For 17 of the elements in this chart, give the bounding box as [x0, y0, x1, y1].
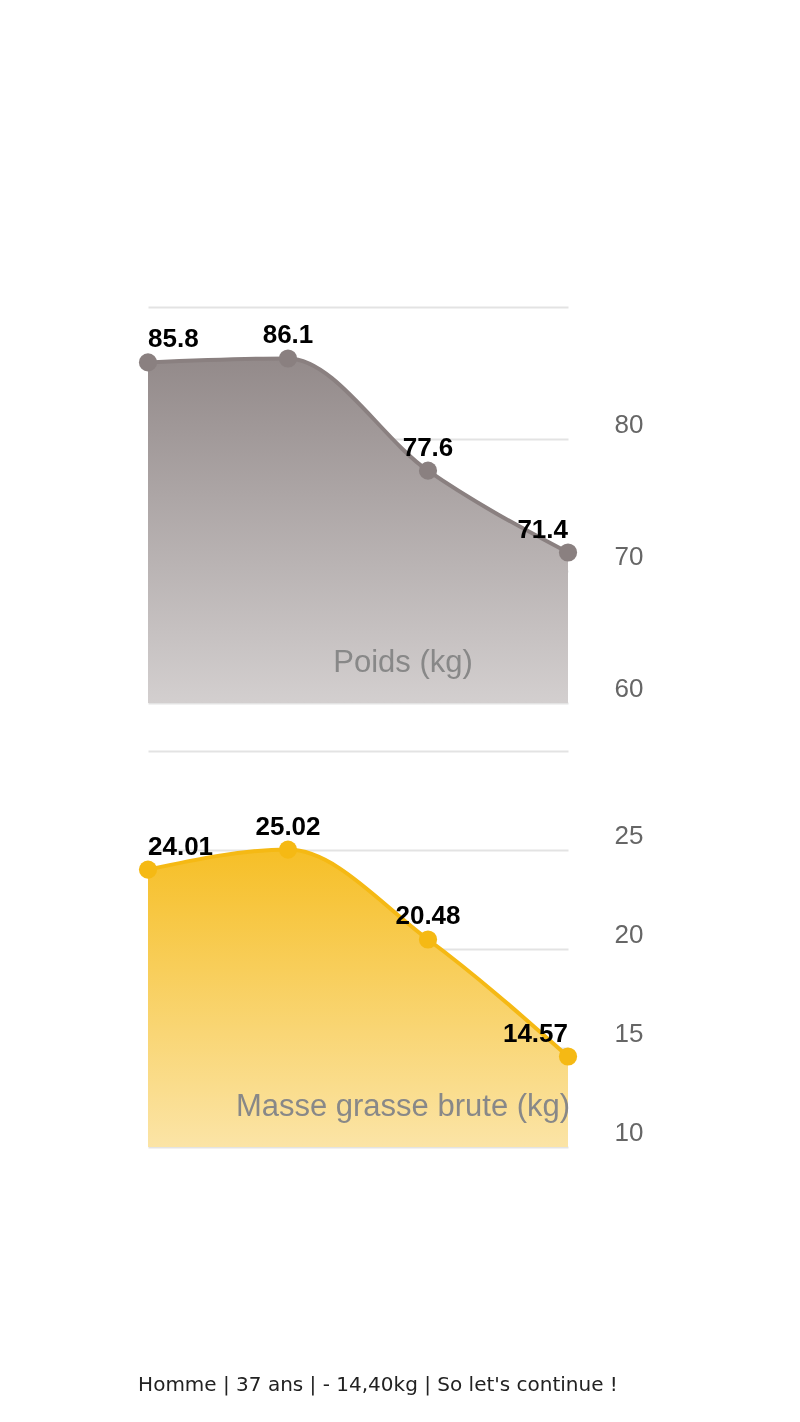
data-label: 24.01: [148, 830, 214, 861]
y-tick-label: 15: [614, 1017, 644, 1048]
data-label: 85.8: [148, 323, 199, 354]
y-tick-label: 20: [614, 918, 644, 949]
y-tick-label: 10: [614, 1116, 644, 1147]
data-label: 77.6: [402, 431, 454, 462]
data-label: 86.1: [262, 319, 314, 350]
y-tick-label: 70: [614, 540, 644, 571]
text: Poids (kg): [333, 644, 473, 679]
y-tick-label: 80: [614, 408, 644, 439]
data-label: 25.02: [255, 810, 321, 841]
text: Masse grasse brute (kg): [235, 1088, 571, 1123]
text: Homme | 37 ans | - 14,40kg | So let's continue !: [138, 1372, 618, 1396]
data-label: 14.57: [502, 1017, 568, 1048]
y-tick-label: 25: [614, 819, 644, 850]
y-tick-label: 60: [614, 672, 644, 703]
data-label: 71.4: [517, 513, 569, 544]
